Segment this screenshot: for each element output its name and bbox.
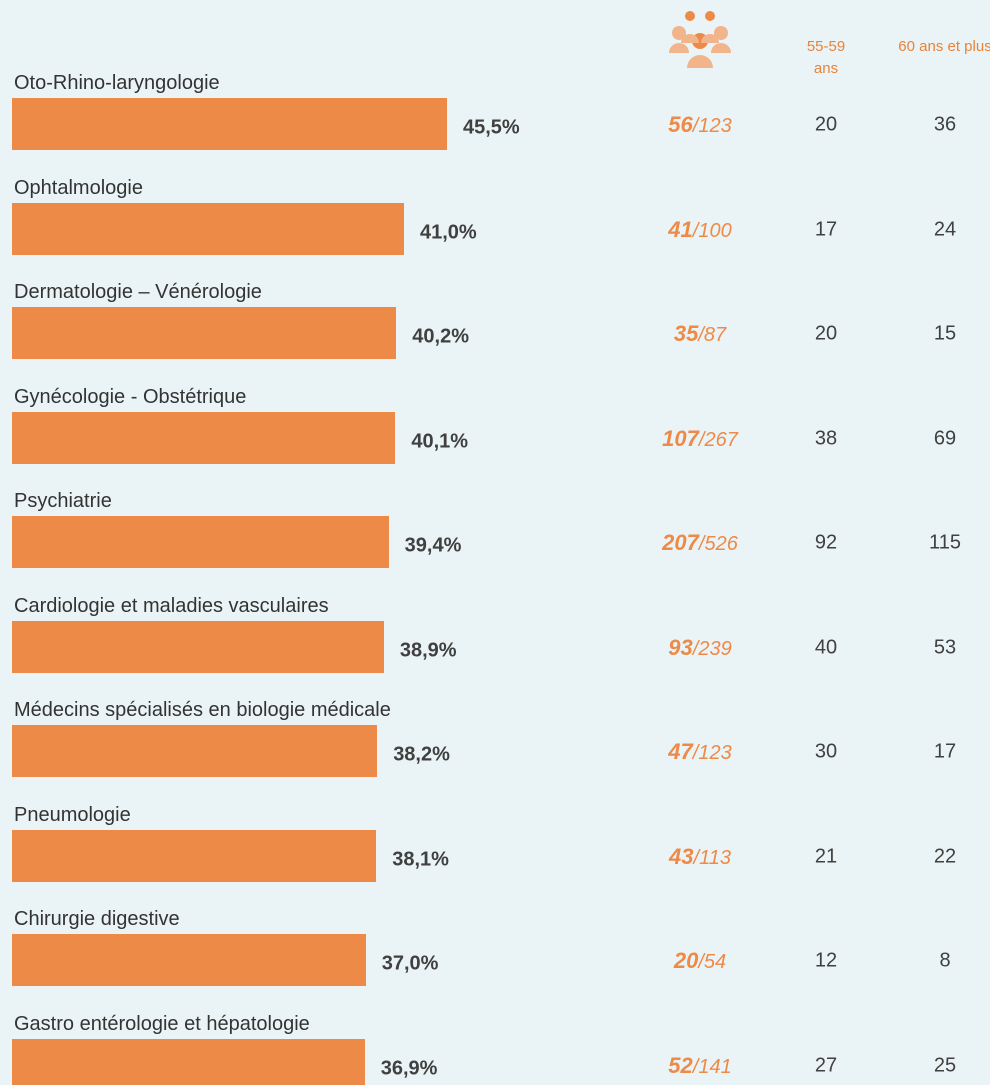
ratio: 207/526 — [662, 530, 738, 556]
count: 207 — [662, 530, 699, 555]
separator: / — [698, 428, 705, 451]
ratio: 35/87 — [674, 321, 726, 347]
ratio: 52/141 — [668, 1053, 731, 1079]
total: 123 — [698, 115, 732, 137]
category-label: Pneumologie — [14, 803, 131, 826]
age-count: 8 — [939, 949, 951, 972]
category-label: Gastro entérologie et hépatologie — [14, 1012, 310, 1035]
bar — [12, 1038, 365, 1085]
category-label: Gynécologie - Obstétrique — [14, 385, 247, 408]
category-label: Psychiatrie — [14, 490, 112, 512]
age-count: 27 — [814, 1054, 838, 1076]
age-count: 115 — [929, 531, 961, 554]
age-count: 21 — [814, 845, 838, 867]
ratio: 43/113 — [669, 844, 731, 870]
total: 113 — [699, 846, 731, 869]
ratio: 20/54 — [674, 948, 726, 974]
ratio: 47/123 — [668, 739, 731, 765]
age-count: 17 — [933, 740, 957, 763]
count: 43 — [669, 843, 694, 869]
category-label: Médecins spécialisés en biologie médical… — [14, 699, 391, 721]
count: 52 — [668, 1052, 693, 1078]
value-label: 40,2% — [412, 325, 470, 348]
separator: / — [698, 951, 704, 973]
ratio: 41/100 — [668, 217, 731, 243]
age-count: 53 — [933, 636, 957, 658]
ratio: 93/239 — [668, 635, 731, 661]
total: 123 — [698, 742, 732, 764]
total: 141 — [698, 1055, 732, 1078]
ratio: 56/123 — [668, 112, 731, 138]
age-count: 17 — [814, 218, 838, 240]
category-label: Cardiologie et maladies vasculaires — [14, 594, 329, 617]
age-count: 38 — [814, 427, 838, 449]
bar — [12, 620, 384, 673]
value-label: 41,0% — [419, 221, 477, 243]
age-count: 20 — [814, 322, 838, 345]
category-label: Dermatologie – Vénérologie — [14, 281, 262, 303]
bar — [12, 98, 447, 150]
separator: / — [698, 324, 704, 346]
count: 93 — [668, 634, 693, 660]
bar — [12, 307, 397, 359]
category-label: Oto-Rhino-laryngologie — [14, 72, 220, 94]
separator: / — [692, 637, 699, 660]
bar — [12, 411, 396, 464]
count: 47 — [668, 739, 693, 764]
age-count: 22 — [933, 845, 957, 867]
value-label: 40,1% — [411, 430, 469, 452]
count: 107 — [662, 425, 699, 451]
age-count: 20 — [814, 113, 838, 136]
category-label: Chirurgie digestive — [14, 908, 180, 930]
total: 54 — [703, 951, 727, 973]
age-count: 25 — [933, 1054, 957, 1076]
total: 239 — [698, 637, 732, 660]
total: 100 — [698, 219, 732, 242]
age-count: 40 — [814, 636, 838, 658]
column-header: 55-59 ans — [806, 38, 846, 77]
bar — [12, 934, 366, 986]
bar — [12, 516, 389, 568]
count: 56 — [668, 112, 693, 137]
count: 35 — [673, 321, 699, 346]
separator: / — [693, 846, 700, 869]
separator: / — [698, 533, 705, 555]
ratio: 107/267 — [662, 426, 738, 452]
total: 87 — [703, 324, 727, 346]
age-count: 36 — [933, 113, 957, 136]
age-count: 92 — [814, 531, 838, 554]
value-label: 45,5% — [462, 116, 520, 139]
age-count: 30 — [814, 740, 838, 763]
value-label: 38,1% — [392, 848, 449, 870]
bar — [12, 829, 377, 882]
age-count: 15 — [933, 322, 957, 345]
total: 267 — [704, 428, 738, 451]
count: 20 — [673, 948, 699, 973]
value-label: 39,4% — [404, 534, 462, 557]
age-count: 12 — [814, 949, 838, 972]
total: 526 — [704, 533, 738, 555]
bar — [12, 725, 378, 777]
value-label: 38,9% — [399, 639, 457, 661]
value-label: 38,2% — [393, 743, 450, 766]
column-header: 60 ans et plus — [898, 38, 990, 55]
category-label: Ophtalmologie — [14, 176, 143, 199]
value-label: 37,0% — [381, 952, 439, 975]
people-icon — [669, 11, 731, 68]
separator: / — [692, 115, 699, 137]
bar — [12, 202, 404, 255]
separator: / — [692, 1055, 699, 1078]
age-count: 24 — [933, 218, 957, 240]
age-count: 69 — [933, 427, 957, 449]
separator: / — [692, 219, 699, 242]
value-label: 36,9% — [380, 1057, 438, 1079]
count: 41 — [668, 216, 693, 242]
separator: / — [692, 742, 699, 764]
